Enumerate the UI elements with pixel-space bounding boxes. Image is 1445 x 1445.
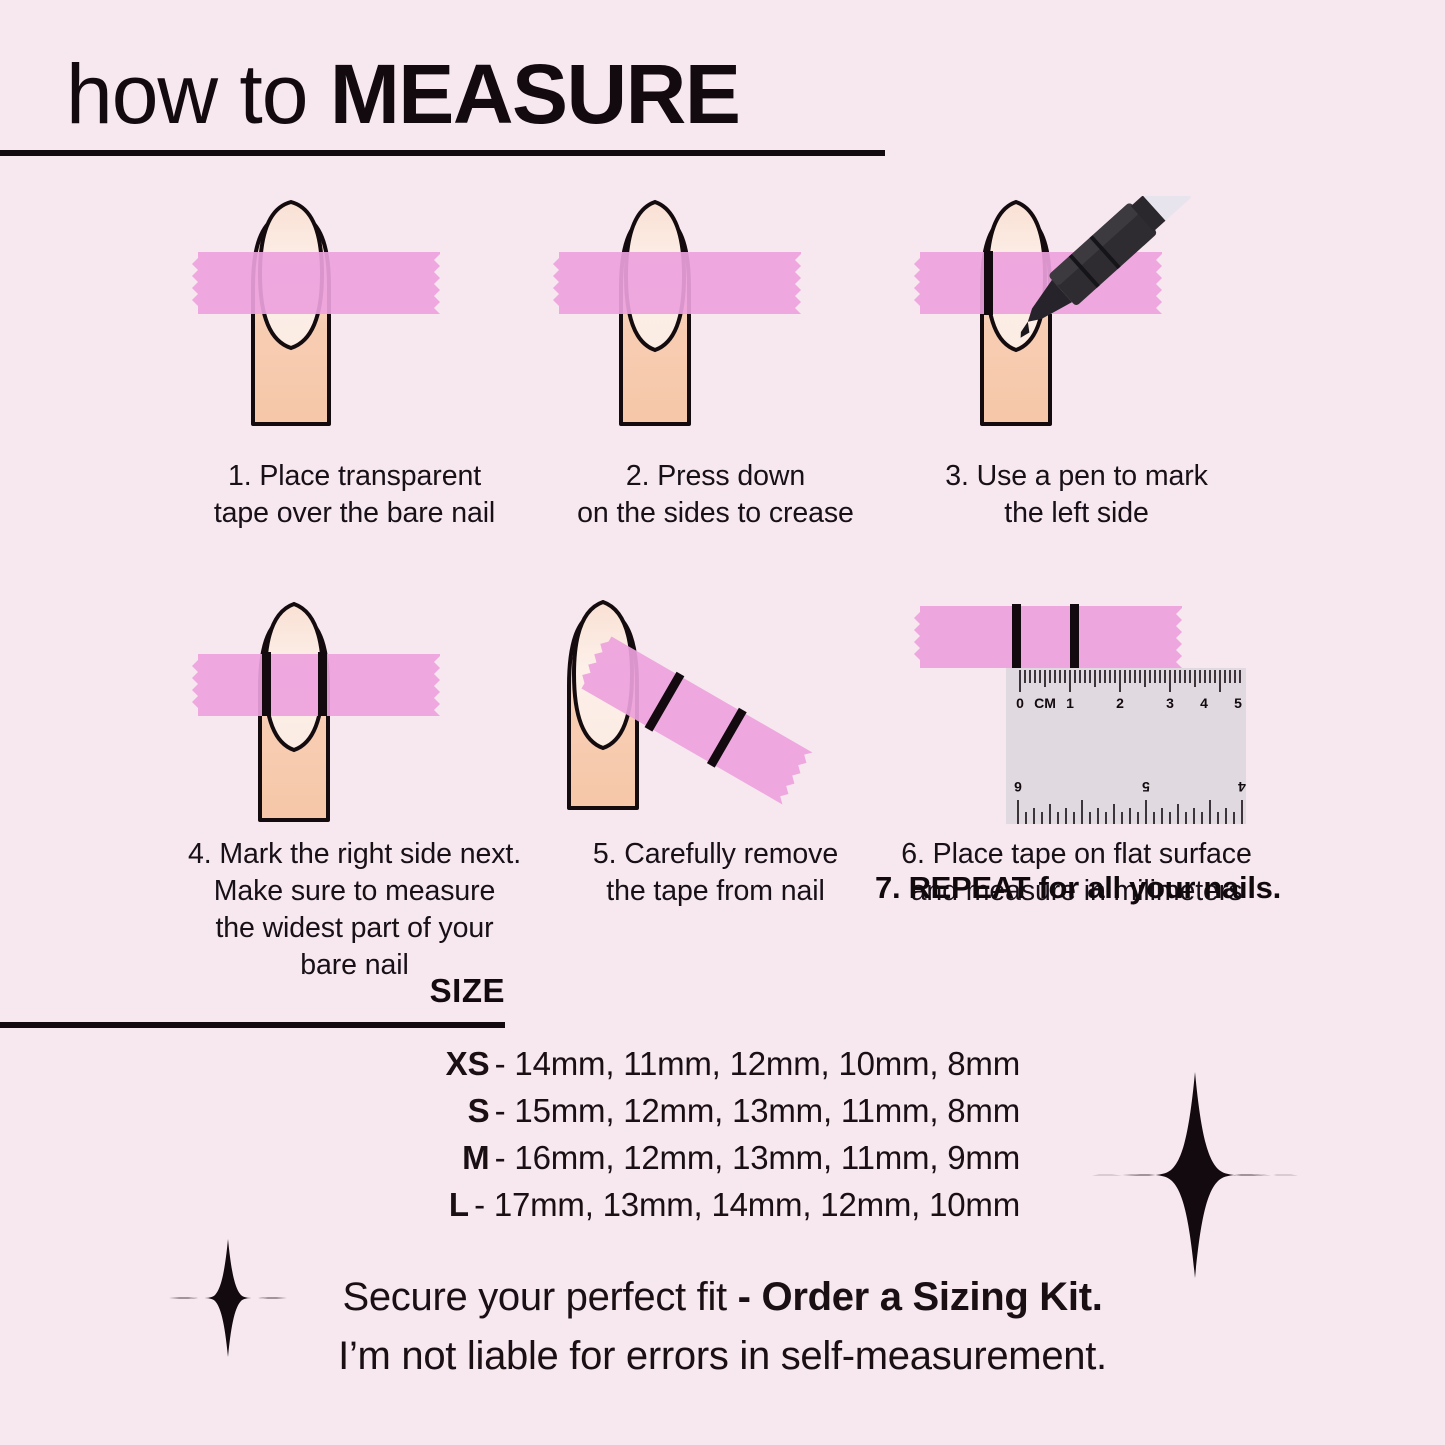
sparkle-icon-large — [1090, 1070, 1300, 1285]
size-row-s: S - 15mm, 12mm, 13mm, 11mm, 8mm — [0, 1087, 1021, 1134]
right-mark — [1069, 604, 1079, 668]
size-row-m: M - 16mm, 12mm, 13mm, 11mm, 9mm — [0, 1134, 1020, 1181]
caption-line: 6. Place tape on flat surface — [901, 838, 1252, 870]
size-label: M — [462, 1139, 490, 1176]
steps-section: 1. Place transparent tape over the bare … — [0, 172, 1445, 984]
size-heading: SIZE — [429, 972, 505, 1009]
ruler-bottom-ticks — [1016, 800, 1243, 824]
page-title: how to MEASURE — [0, 46, 1445, 142]
step-1-caption: 1. Place transparent tape over the bare … — [214, 458, 495, 532]
left-mark — [1011, 604, 1021, 668]
step-3: 3. Use a pen to mark the left side — [896, 172, 1257, 532]
caption-line: the widest part of your — [215, 912, 494, 944]
step-4: 4. Mark the right side next. Make sure t… — [174, 600, 535, 984]
tape-strip — [552, 252, 801, 314]
step-1-illustration — [190, 196, 520, 454]
size-label: XS — [445, 1045, 490, 1082]
footer-normal-part: Secure your perfect fit — [342, 1275, 738, 1319]
caption-line: 3. Use a pen to mark — [945, 460, 1208, 492]
footer-bold-part: - Order a Sizing Kit. — [737, 1275, 1103, 1319]
right-mark — [317, 652, 327, 716]
step-5-illustration — [551, 599, 881, 832]
svg-text:1: 1 — [1066, 695, 1074, 711]
title-bold-part: MEASURE — [329, 47, 741, 141]
caption-line: 2. Press down — [625, 460, 806, 492]
step-2-caption: 2. Press down on the sides to crease — [577, 458, 854, 532]
size-label: L — [448, 1186, 470, 1223]
size-values: - 16mm, 12mm, 13mm, 11mm, 9mm — [494, 1139, 1021, 1176]
caption-line: tape over the bare nail — [213, 497, 496, 529]
svg-text:3: 3 — [1166, 695, 1174, 711]
caption-line: 4. Mark the right side next. — [187, 838, 522, 870]
step-6-caption: 6. Place tape on flat surface and measur… — [901, 836, 1252, 910]
tape-removed-diagram — [566, 599, 812, 810]
size-values: - 15mm, 12mm, 13mm, 11mm, 8mm — [494, 1092, 1021, 1129]
header-divider — [0, 150, 885, 156]
size-divider — [0, 1022, 505, 1028]
svg-text:4: 4 — [1237, 779, 1245, 795]
ruler-top-labels: 0 CM 1 2 3 4 5 — [1016, 695, 1242, 711]
caption-line: the tape from nail — [606, 875, 825, 907]
svg-text:CM: CM — [1034, 695, 1056, 711]
svg-text:6: 6 — [1013, 779, 1021, 795]
caption-line: the left side — [1004, 497, 1149, 529]
step-4-illustration — [190, 600, 520, 832]
svg-text:5: 5 — [1234, 695, 1242, 711]
size-table: XS - 14mm, 11mm, 12mm, 10mm, 8mm S - 15m… — [0, 1040, 1021, 1228]
step-2: 2. Press down on the sides to crease — [535, 196, 896, 532]
footer-section: Secure your perfect fit - Order a Sizing… — [0, 1268, 1445, 1386]
sparkle-icon-small — [168, 1238, 288, 1363]
caption-line: Make sure to measure — [213, 875, 496, 907]
left-mark — [983, 251, 993, 315]
footer-line-2: I’m not liable for errors in self-measur… — [338, 1334, 1107, 1378]
svg-text:5: 5 — [1141, 779, 1149, 795]
tape-on-ruler-diagram: 0 CM 1 2 3 4 5 — [913, 604, 1246, 824]
nail-with-tape-diagram — [191, 199, 440, 426]
step-6-illustration: 0 CM 1 2 3 4 5 — [912, 600, 1246, 832]
svg-text:2: 2 — [1116, 695, 1124, 711]
caption-line: bare nail — [300, 949, 409, 981]
svg-text:4: 4 — [1200, 695, 1208, 711]
step-2-illustration — [551, 196, 881, 454]
caption-line: 1. Place transparent — [227, 460, 482, 492]
caption-line: on the sides to crease — [577, 497, 854, 529]
title-light-part: how to — [66, 47, 330, 141]
nail-pen-mark-diagram — [913, 172, 1191, 426]
tape-strip — [191, 252, 440, 314]
svg-text:0: 0 — [1016, 695, 1024, 711]
step-6: 0 CM 1 2 3 4 5 — [896, 600, 1257, 984]
step-4-caption: 4. Mark the right side next. Make sure t… — [188, 836, 521, 984]
size-row-xs: XS - 14mm, 11mm, 12mm, 10mm, 8mm — [0, 1040, 1021, 1087]
ruler-body — [1005, 668, 1246, 824]
size-label: S — [467, 1092, 490, 1129]
caption-line: and measure in milimeters — [910, 875, 1243, 907]
tape-strip — [913, 606, 1182, 668]
nail-both-marks-diagram — [191, 601, 440, 822]
step-5-caption: 5. Carefully remove the tape from nail — [593, 836, 838, 910]
size-row-l: L - 17mm, 13mm, 14mm, 12mm, 10mm — [0, 1181, 1020, 1228]
left-mark — [261, 652, 271, 716]
peeled-tape — [580, 636, 812, 805]
step-1: 1. Place transparent tape over the bare … — [174, 196, 535, 532]
step-3-caption: 3. Use a pen to mark the left side — [945, 458, 1208, 532]
ruler-top-ticks — [1018, 670, 1241, 692]
size-values: - 17mm, 13mm, 14mm, 12mm, 10mm — [474, 1186, 1020, 1223]
size-values: - 14mm, 11mm, 12mm, 10mm, 8mm — [494, 1045, 1021, 1082]
tape-strip — [191, 654, 440, 716]
step-3-illustration — [912, 172, 1242, 454]
repeat-note: 7. REPEAT for all your nails. — [875, 870, 1281, 905]
steps-row-2: 4. Mark the right side next. Make sure t… — [0, 599, 1445, 984]
ruler-bottom-labels: 6 5 4 — [1013, 779, 1245, 795]
page-header: how to MEASURE — [0, 46, 1445, 156]
footer-line-1: Secure your perfect fit - Order a Sizing… — [0, 1268, 1445, 1327]
caption-line: 5. Carefully remove — [592, 838, 839, 870]
steps-row-1: 1. Place transparent tape over the bare … — [0, 172, 1445, 532]
step-5: 5. Carefully remove the tape from nail — [535, 599, 896, 984]
nail-creased-tape-diagram — [552, 199, 801, 426]
